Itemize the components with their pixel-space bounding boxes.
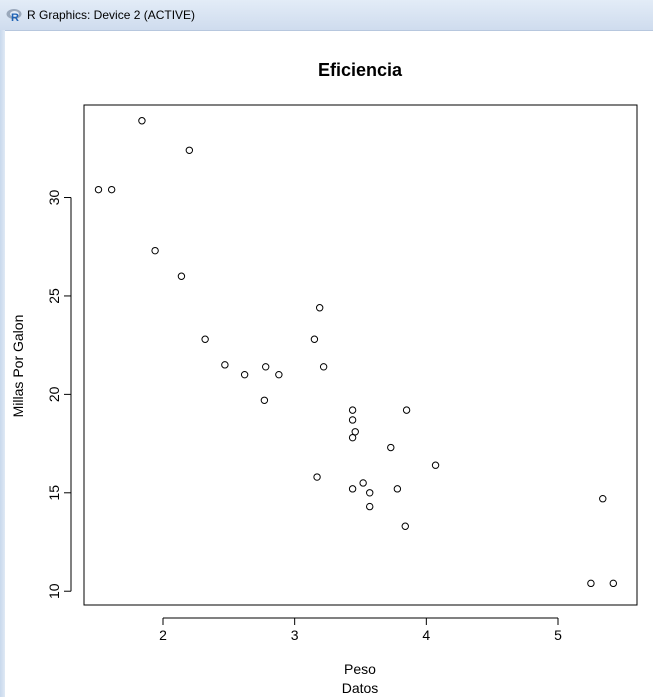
data-point xyxy=(366,489,374,497)
y-tick-label: 30 xyxy=(46,190,62,206)
x-tick-label: 4 xyxy=(422,627,430,643)
data-point xyxy=(313,473,321,481)
data-point xyxy=(138,117,146,125)
data-point xyxy=(609,579,617,588)
data-point xyxy=(177,272,186,280)
x-axis: 2 3 4 5 xyxy=(159,617,562,643)
data-point xyxy=(587,579,595,588)
data-point xyxy=(94,185,103,194)
y-tick-label: 25 xyxy=(46,288,62,304)
data-point xyxy=(240,370,249,379)
data-point xyxy=(260,396,269,404)
data-point xyxy=(359,479,367,487)
y-tick-label: 20 xyxy=(46,386,62,402)
data-point xyxy=(599,495,607,503)
data-point xyxy=(315,304,324,312)
x-tick-label: 2 xyxy=(159,627,167,643)
window-left-border xyxy=(0,30,5,697)
y-axis: 10 15 20 25 30 xyxy=(46,190,72,599)
chart-title: Eficiencia xyxy=(318,60,403,80)
y-tick-label: 10 xyxy=(46,583,62,599)
data-point xyxy=(401,522,409,530)
data-point xyxy=(201,335,209,343)
data-point xyxy=(351,428,359,436)
data-point xyxy=(348,433,357,442)
data-point xyxy=(402,406,411,414)
data-point xyxy=(319,363,328,371)
data-point xyxy=(348,416,357,424)
data-point xyxy=(431,461,440,469)
x-tick-label: 3 xyxy=(291,627,299,643)
window-titlebar[interactable]: R R Graphics: Device 2 (ACTIVE) xyxy=(0,0,653,31)
data-point xyxy=(387,443,395,452)
data-point xyxy=(262,363,270,371)
data-point xyxy=(348,485,357,493)
y-axis-label: Millas Por Galon xyxy=(10,315,26,418)
data-point xyxy=(185,146,194,154)
data-point xyxy=(366,502,374,511)
data-point xyxy=(393,485,402,493)
x-tick-label: 5 xyxy=(554,627,562,643)
x-axis-label: Peso xyxy=(344,661,376,677)
scatter-plot: Eficiencia Peso Datos Millas Por Galon 2… xyxy=(10,60,638,696)
y-tick-label: 15 xyxy=(46,485,62,501)
data-point xyxy=(348,406,357,414)
data-point xyxy=(107,185,116,194)
data-point xyxy=(221,361,229,369)
data-point xyxy=(275,370,283,379)
data-point xyxy=(310,335,319,343)
data-points xyxy=(94,117,617,588)
r-logo-icon: R xyxy=(6,9,22,23)
svg-text:R: R xyxy=(11,12,19,23)
chart-subtitle: Datos xyxy=(342,680,379,696)
data-point xyxy=(151,246,159,255)
window-title: R Graphics: Device 2 (ACTIVE) xyxy=(27,8,196,22)
plot-box xyxy=(83,104,638,606)
